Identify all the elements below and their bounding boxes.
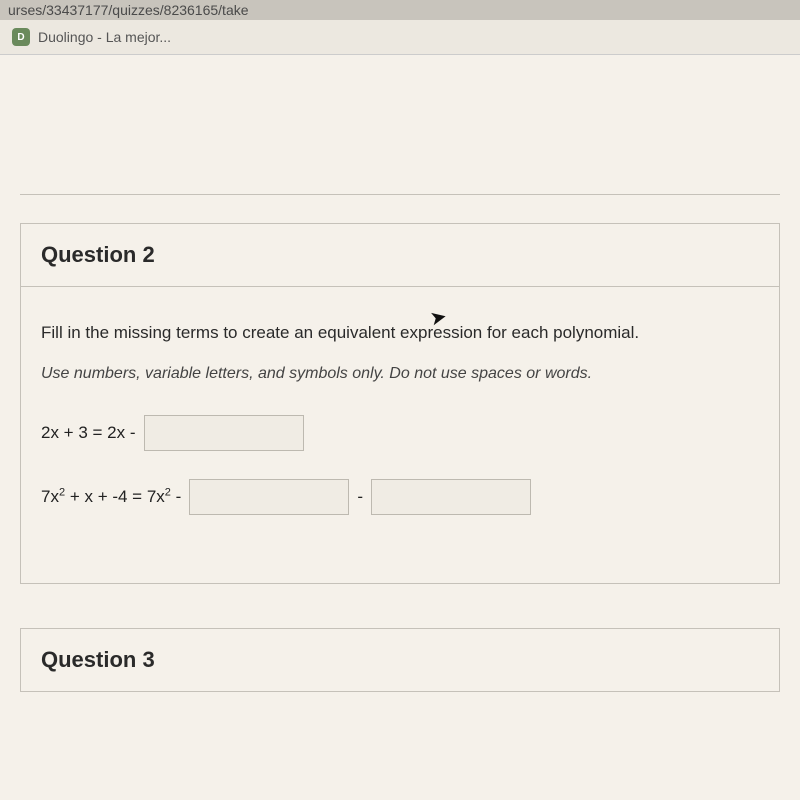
bookmark-label[interactable]: Duolingo - La mejor... [38, 29, 171, 45]
equation-2-input-a[interactable] [189, 479, 349, 515]
question-3-title: Question 3 [41, 647, 759, 673]
equation-1-input[interactable] [144, 415, 304, 451]
question-2-body: Fill in the missing terms to create an e… [21, 287, 779, 583]
equation-2-operator: - [357, 487, 363, 507]
question-3-block: Question 3 [20, 628, 780, 692]
question-2-title: Question 2 [41, 242, 759, 268]
equation-2-input-b[interactable] [371, 479, 531, 515]
question-2-hint: Use numbers, variable letters, and symbo… [41, 363, 759, 385]
question-2-prompt: Fill in the missing terms to create an e… [41, 321, 759, 345]
quiz-content: Question 2 Fill in the missing terms to … [0, 55, 800, 692]
question-2-block: Question 2 Fill in the missing terms to … [20, 223, 780, 584]
equation-1-text: 2x + 3 = 2x - [41, 423, 136, 443]
equation-2-text: 7x2 + x + -4 = 7x2 - [41, 487, 181, 507]
equation-1-row: 2x + 3 = 2x - [41, 415, 759, 451]
bookmark-bar: D Duolingo - La mejor... [0, 20, 800, 55]
duolingo-icon[interactable]: D [12, 28, 30, 46]
equation-2-row: 7x2 + x + -4 = 7x2 - - [41, 479, 759, 515]
question-2-header: Question 2 [21, 224, 779, 287]
previous-question-bottom [20, 85, 780, 195]
url-bar: urses/33437177/quizzes/8236165/take [0, 0, 800, 20]
